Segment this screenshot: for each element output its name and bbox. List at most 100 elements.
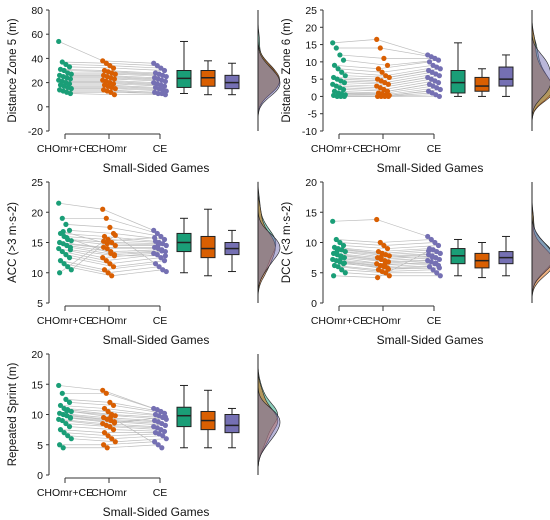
data-point-ce (428, 236, 434, 243)
x-category-label-chomr-plus-ce: CHOmr+CE (37, 487, 93, 499)
data-point-chomr-plus-ce (66, 255, 73, 261)
data-point-chomr-plus-ce (339, 267, 345, 273)
data-point-chomr (112, 413, 118, 419)
data-point-ce (163, 268, 169, 275)
data-point-ce (433, 260, 439, 266)
data-point-ce (161, 236, 168, 243)
data-point-ce (161, 67, 168, 74)
data-point-chomr (107, 261, 113, 267)
data-point-ce (152, 261, 159, 267)
data-point-ce (159, 445, 165, 451)
data-point-chomr (101, 442, 107, 448)
data-point-chomr-plus-ce (338, 255, 344, 261)
y-tick-label: 5 (37, 440, 43, 452)
data-point-chomr-plus-ce (67, 247, 73, 253)
y-tick-label: -5 (308, 109, 317, 121)
data-point-ce (437, 66, 443, 72)
data-point-ce (435, 80, 442, 86)
paired-line (339, 242, 435, 246)
data-point-chomr (378, 93, 384, 100)
data-point-chomr-plus-ce (67, 76, 73, 82)
data-point-chomr (107, 399, 113, 405)
data-point-chomr (104, 445, 110, 451)
y-axis-label: DCC (<3 m·s-2) (281, 202, 293, 284)
y-tick-label: 20 (305, 22, 317, 34)
data-point-chomr (386, 273, 392, 279)
data-point-chomr (111, 420, 117, 426)
data-point-chomr (107, 424, 113, 430)
data-point-chomr (110, 65, 117, 71)
x-category-label-ce: CE (427, 143, 442, 155)
data-point-chomr (103, 390, 109, 396)
paired-line (67, 435, 163, 440)
data-point-chomr (101, 430, 108, 436)
y-tick-label: 5 (311, 268, 317, 280)
paired-line (64, 432, 160, 437)
y-tick-label: 20 (305, 177, 317, 189)
data-point-chomr-plus-ce (340, 242, 347, 249)
data-point-chomr-plus-ce (64, 408, 70, 414)
data-point-chomr-plus-ce (57, 270, 63, 276)
y-tick-label: 10 (305, 57, 317, 69)
data-point-chomr-plus-ce (331, 273, 337, 279)
data-point-chomr (110, 402, 117, 409)
data-point-chomr-plus-ce (61, 261, 67, 267)
box-chomr (474, 76, 490, 92)
y-axis-label: Distance Zone 6 (m) (281, 18, 293, 122)
data-point-chomr (377, 45, 383, 51)
data-point-chomr (104, 241, 110, 247)
data-point-ce (156, 264, 162, 270)
data-point-chomr-plus-ce (56, 38, 62, 45)
x-category-label-ce: CE (153, 487, 168, 499)
data-point-chomr (383, 270, 389, 276)
data-point-ce (426, 248, 432, 254)
x-category-label-ce: CE (153, 143, 168, 155)
data-point-chomr (375, 93, 381, 100)
data-point-chomr-plus-ce (335, 264, 341, 270)
data-point-chomr-plus-ce (56, 245, 62, 252)
data-point-chomr (374, 36, 380, 42)
y-axis-label: Distance Zone 5 (m) (7, 18, 19, 122)
paired-line (343, 245, 439, 249)
data-point-ce (158, 255, 164, 261)
data-point-ce (436, 93, 442, 100)
data-point-chomr (107, 224, 113, 230)
data-point-chomr (100, 387, 106, 393)
data-point-chomr-plus-ce (340, 57, 347, 63)
paired-line (60, 429, 156, 433)
data-point-ce (155, 242, 161, 248)
panel-distance-zone-6: -10 -5 0 5 10 15 20 25 Distance Zone 6 (m) CHOmr+… (281, 5, 550, 175)
data-point-ce (426, 59, 433, 65)
data-point-chomr (385, 93, 391, 100)
data-point-chomr-plus-ce (330, 218, 336, 224)
box-chomr-plus-ce (450, 70, 466, 94)
data-point-chomr-plus-ce (342, 270, 348, 276)
data-point-chomr (375, 66, 382, 72)
data-point-chomr (384, 245, 391, 252)
x-category-label-chomr: CHOmr (365, 143, 401, 155)
data-point-chomr (101, 405, 108, 412)
data-point-ce (161, 258, 168, 264)
data-point-chomr (112, 439, 118, 445)
data-point-chomr-plus-ce (67, 415, 73, 421)
x-axis-label: Small-Sided Games (103, 333, 210, 347)
data-point-chomr-plus-ce (341, 80, 347, 86)
data-point-chomr-plus-ce (341, 260, 347, 266)
x-category-label-chomr-plus-ce: CHOmr+CE (37, 143, 93, 155)
data-point-ce (437, 86, 443, 93)
data-point-chomr-plus-ce (67, 90, 73, 97)
y-axis-label: Repeated Sprint (m) (7, 363, 19, 467)
data-point-ce (154, 230, 160, 237)
x-category-label-chomr-plus-ce: CHOmr+CE (311, 143, 367, 155)
data-point-chomr-plus-ce (59, 390, 65, 396)
y-tick-label: -20 (28, 126, 43, 138)
data-point-ce (160, 433, 166, 439)
box-ce (224, 414, 240, 434)
x-category-label-chomr-plus-ce: CHOmr+CE (37, 315, 93, 327)
box-chomr-plus-ce (176, 406, 192, 428)
data-point-chomr (104, 245, 110, 252)
data-point-chomr (109, 273, 115, 279)
